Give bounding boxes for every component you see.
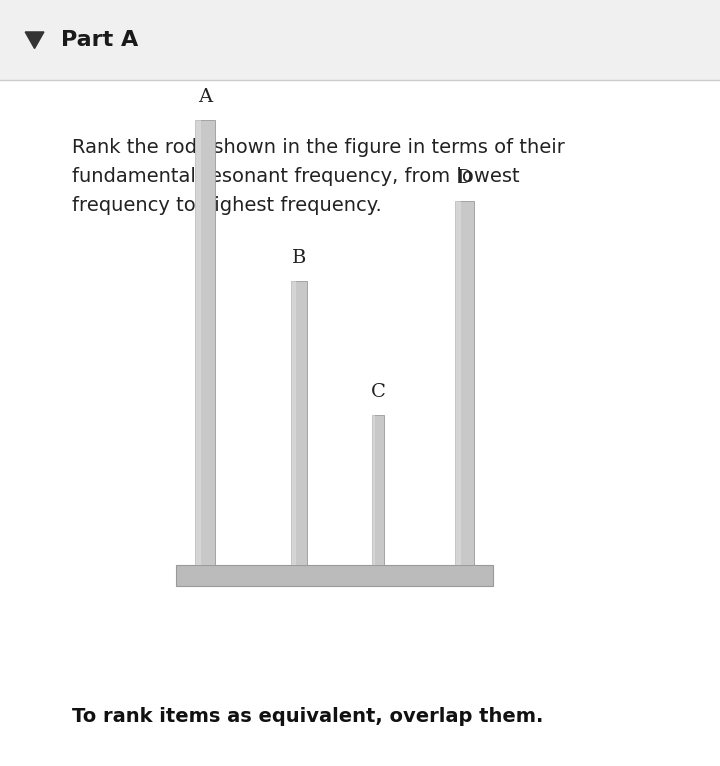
Bar [291, 281, 296, 565]
Text: D: D [456, 169, 472, 187]
Bar [291, 281, 307, 565]
Polygon shape [25, 32, 44, 48]
Bar [195, 120, 201, 565]
Text: To rank items as equivalent, overlap them.: To rank items as equivalent, overlap the… [72, 707, 544, 725]
Bar [195, 120, 215, 565]
Text: Rank the rods shown in the figure in terms of their: Rank the rods shown in the figure in ter… [72, 138, 565, 157]
Bar [455, 201, 474, 565]
Bar [455, 201, 461, 565]
Bar [372, 415, 375, 565]
Bar [0, 0, 720, 80]
Text: B: B [292, 250, 306, 267]
Bar [372, 415, 384, 565]
Bar [176, 565, 493, 586]
Text: C: C [371, 384, 385, 401]
Text: fundamental resonant frequency, from lowest: fundamental resonant frequency, from low… [72, 167, 520, 186]
Text: A: A [198, 89, 212, 106]
Text: frequency to highest frequency.: frequency to highest frequency. [72, 196, 382, 215]
Text: Part A: Part A [61, 30, 138, 51]
